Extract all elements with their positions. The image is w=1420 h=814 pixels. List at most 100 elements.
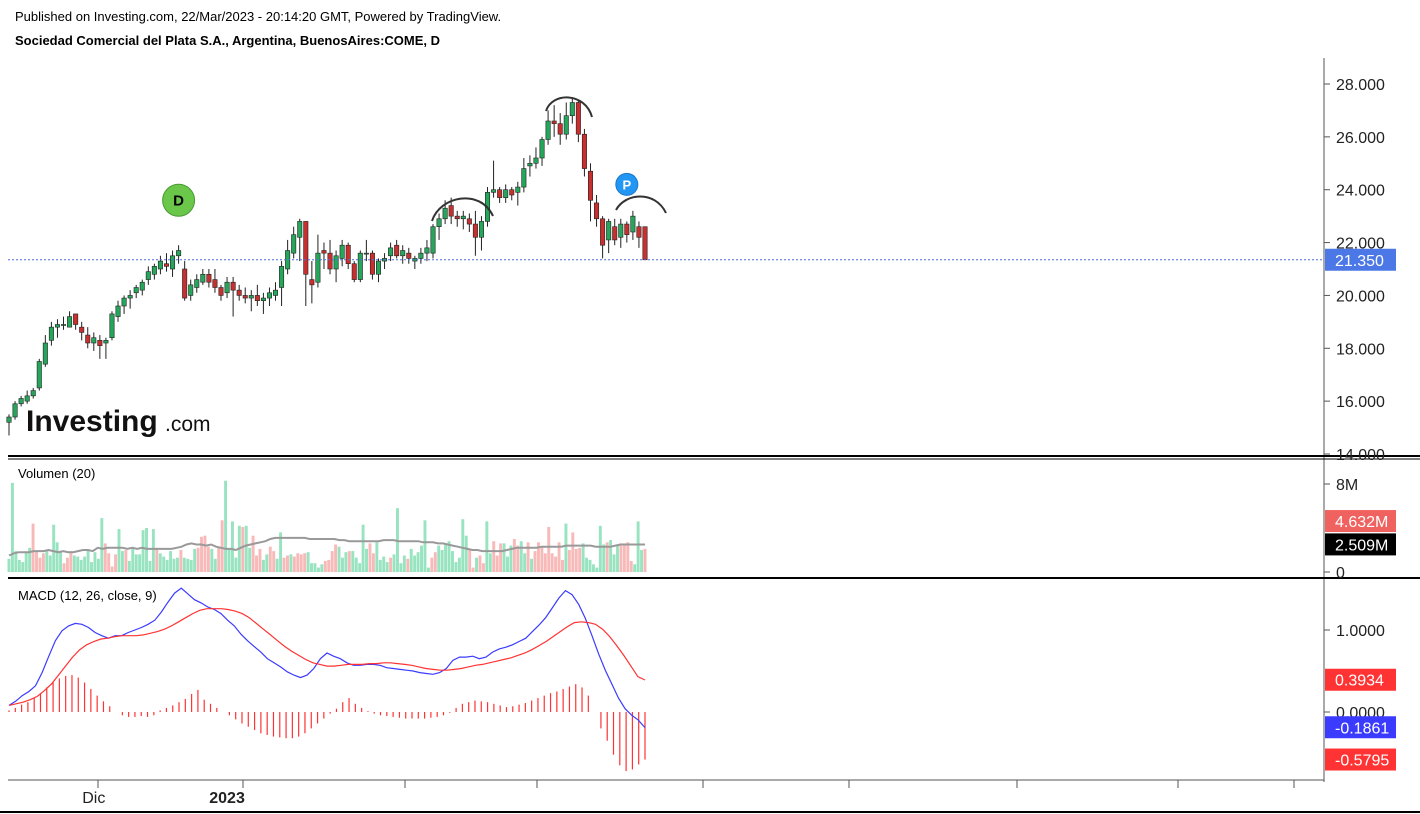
candle-down (472, 223, 478, 238)
volume-bar-up (502, 543, 506, 572)
candle-down (182, 268, 188, 299)
candle-up (430, 226, 436, 254)
volume-bar-up (581, 543, 585, 572)
volume-bar-down (330, 551, 334, 572)
volume-ma-line (8, 536, 645, 557)
candle-up (478, 221, 484, 238)
candle-up (315, 252, 321, 283)
candle-up (339, 244, 345, 259)
candle-up (539, 139, 545, 159)
candle-up (30, 390, 36, 397)
candle-down (551, 120, 557, 124)
volume-bar-up (244, 525, 248, 572)
volume-bar-up (409, 548, 413, 572)
volume-bar-up (636, 521, 640, 572)
candle-down (454, 215, 460, 220)
candle-up (436, 218, 442, 228)
price-pane: DP (6, 97, 1324, 436)
candle-up (139, 281, 145, 291)
macd-pane-title: MACD (12, 26, close, 9) (18, 588, 157, 603)
candle-up (363, 252, 369, 255)
volume-bar-down (389, 557, 393, 572)
volume-bar-up (595, 567, 599, 572)
candle-up (418, 252, 424, 259)
candle-up (291, 234, 297, 254)
volume-bar-up (530, 558, 534, 572)
volume-bar-up (337, 546, 341, 572)
volume-bar-up (564, 523, 568, 572)
volume-bar-down (471, 567, 475, 572)
volume-bar-up (361, 524, 365, 572)
volume-bar-up (227, 548, 231, 572)
volume-bar-up (72, 555, 76, 572)
volume-bar-down (220, 520, 224, 572)
candle-up (133, 287, 139, 294)
candle-down (466, 218, 472, 225)
volume-bar-down (114, 554, 118, 572)
candle-down (212, 279, 218, 288)
volume-bar-up (17, 559, 21, 572)
candle-down (309, 279, 315, 286)
volume-bar-down (468, 550, 472, 572)
volume-bar-up (358, 563, 362, 572)
volume-bar-up (165, 559, 169, 572)
histogram-badge-bg (1325, 748, 1396, 771)
price-tick-label: 22.000 (1336, 236, 1385, 253)
signal-badge: 0.3934 (1335, 673, 1384, 690)
event-marker-p (615, 172, 639, 196)
signal-badge-bg (1325, 668, 1396, 691)
event-marker-label: P (622, 177, 631, 192)
last-price-badge: 21.350 (1335, 253, 1384, 270)
logo-word: Investing (26, 405, 158, 438)
volume-bar-up (79, 559, 83, 572)
candle-down (79, 326, 85, 333)
volume-bar-up (248, 547, 252, 572)
volume-bar-down (334, 544, 338, 572)
volume-bar-down (567, 550, 571, 572)
volume-bar-up (175, 557, 179, 572)
volume-bar-down (241, 526, 245, 572)
candle-down (345, 244, 351, 265)
candle-up (563, 115, 569, 135)
candle-up (109, 313, 115, 339)
volume-bar-up (447, 541, 451, 572)
volume-bar-down (495, 555, 499, 572)
volume-bar-down (65, 557, 69, 572)
volume-bar-up (416, 552, 420, 572)
volume-bar-up (138, 554, 142, 572)
volume-bar-up (461, 519, 465, 572)
volume-bar-up (392, 554, 396, 572)
volume-bar-up (385, 562, 389, 572)
candle-down (600, 218, 606, 246)
volume-bar-down (69, 551, 73, 572)
candle-up (273, 289, 279, 296)
volume-bar-up (609, 540, 613, 572)
candle-up (157, 260, 163, 270)
volume-tick-label: 8M (1336, 477, 1358, 494)
candle-down (327, 252, 333, 270)
volume-pane-title: Volumen (20) (18, 466, 95, 481)
volume-bar-up (158, 553, 162, 572)
volume-bar-down (41, 553, 45, 572)
last-volume-badge: 4.632M (1335, 514, 1388, 531)
volume-bar-up (320, 564, 324, 572)
candle-down (85, 334, 91, 344)
volume-bar-up (341, 557, 344, 572)
last-volume-badge-bg (1325, 510, 1396, 533)
volume-bar-down (406, 558, 410, 572)
candle-up (279, 266, 285, 288)
volume-bar-down (200, 536, 203, 572)
volume-bar-up (506, 556, 509, 572)
volume-bar-down (268, 546, 272, 572)
volume-bar-up (24, 552, 28, 572)
volume-bar-down (282, 557, 286, 572)
candle-down (594, 202, 600, 220)
volume-bar-down (571, 532, 575, 572)
volume-bar-down (622, 543, 626, 572)
volume-bar-up (451, 551, 454, 572)
volume-bar-down (430, 557, 434, 572)
candle-down (206, 273, 212, 283)
volume-bar-up (633, 564, 637, 572)
